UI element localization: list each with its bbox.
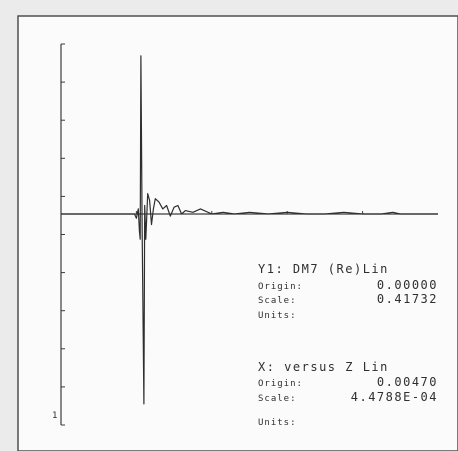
y-units-label: Units: <box>258 311 297 321</box>
x-scale-label: Scale: <box>258 394 297 404</box>
y-origin-label: Origin: <box>258 282 303 292</box>
x-origin-label: Origin: <box>258 379 303 389</box>
page-marker: 1 <box>52 411 58 421</box>
y-origin-value: 0.00000 <box>377 278 438 292</box>
y-channel-name: Y1: DM7 (Re)Lin <box>258 262 389 276</box>
y-scale-value: 0.41732 <box>377 292 438 306</box>
x-scale-value: 4.4788E-04 <box>351 390 438 404</box>
x-channel-name: X: versus Z Lin <box>258 360 389 374</box>
x-origin-value: 0.00470 <box>377 375 438 389</box>
y-scale-label: Scale: <box>258 296 297 306</box>
x-units-label: Units: <box>258 418 297 428</box>
